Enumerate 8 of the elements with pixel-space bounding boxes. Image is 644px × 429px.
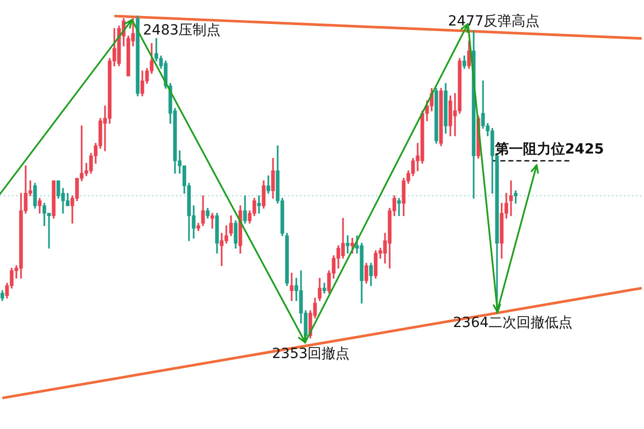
annotation: 2477反弹高点 (448, 14, 540, 30)
candlestick (397, 198, 401, 216)
annotation: 2353回撤点 (272, 346, 350, 362)
annotation: 2364二次回撤低点 (453, 314, 573, 331)
candlestick (509, 180, 513, 216)
annotation: 第一阻力位2425 (494, 141, 604, 158)
annotation: 2483压制点 (143, 22, 221, 39)
candlestick (257, 195, 261, 214)
